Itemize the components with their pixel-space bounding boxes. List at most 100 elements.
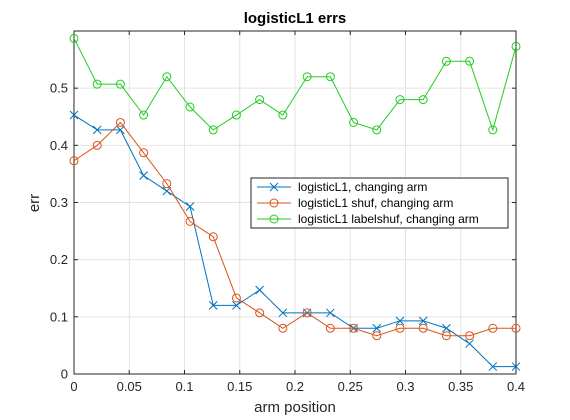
series-3-line — [73, 38, 517, 132]
y-tick-label: 0.3 — [50, 195, 68, 210]
series-2-point — [255, 308, 265, 318]
series-3-point — [465, 56, 475, 66]
series-2-point — [465, 331, 475, 341]
x-tick-label: 0.05 — [117, 379, 142, 394]
series-2-point — [92, 140, 102, 150]
legend-swatch-marker — [269, 182, 279, 192]
series-2-point — [231, 293, 241, 303]
series-1-point-stroke — [511, 362, 521, 371]
series-3-point — [278, 110, 288, 120]
series-3-point — [418, 95, 428, 105]
series-layer — [69, 33, 521, 371]
series-3-point — [208, 125, 218, 135]
series-1-point-stroke — [185, 202, 195, 211]
series-1-point-stroke — [442, 323, 451, 333]
series-3-point — [349, 117, 359, 127]
series-1-point-stroke — [255, 285, 264, 295]
legend-box — [250, 177, 509, 229]
series-2-point — [511, 323, 521, 333]
series-1-point — [116, 125, 125, 135]
series-3-point — [325, 72, 335, 82]
series-1-point-stroke — [208, 301, 218, 310]
series-2-point — [139, 148, 149, 158]
series-2-point — [115, 117, 125, 127]
x-tick-label: 0.4 — [507, 379, 525, 394]
axis-ticks: 0 0.05 0.1 0.15 0.2 0.25 0.3 0.35 0.4 0 0.1 0.2 0.3 0… — [50, 31, 525, 394]
series-3-point — [488, 125, 498, 135]
series-1-point-stroke — [326, 308, 335, 318]
x-tick-label: 0.35 — [448, 379, 473, 394]
series-1-point — [92, 125, 102, 135]
series-1-point-stroke — [395, 316, 405, 326]
series-2-point — [488, 323, 498, 333]
legend-swatch-marker — [269, 198, 279, 208]
legend-label: logisticL1 shuf, changing arm — [298, 196, 453, 210]
series-3-point — [372, 125, 382, 135]
series-2-point — [349, 323, 359, 333]
series-2-point — [325, 323, 335, 333]
series-1-point — [232, 301, 241, 310]
series-1-point-stroke — [232, 301, 241, 310]
y-tick-label: 0 — [61, 367, 68, 382]
y-tick-label: 0.4 — [50, 138, 68, 153]
y-tick-label: 0.2 — [50, 252, 68, 267]
x-tick-label: 0.25 — [338, 379, 363, 394]
series-3-point — [302, 72, 312, 82]
x-tick-label: 0 — [70, 379, 77, 394]
series-1-point — [372, 323, 382, 333]
series-1-point — [278, 308, 288, 318]
series-3-point — [162, 72, 172, 82]
series-1-point-stroke — [278, 308, 288, 318]
x-tick-label: 0.15 — [227, 379, 252, 394]
series-2-point — [185, 216, 195, 226]
series-3-point — [441, 56, 451, 66]
series-1-point — [326, 308, 335, 318]
series-3-point — [92, 79, 102, 89]
series-3-point — [231, 110, 241, 120]
legend-label: logisticL1 labelshuf, changing arm — [298, 212, 479, 226]
series-1-point-stroke — [465, 339, 474, 349]
x-tick-label: 0.1 — [175, 379, 193, 394]
series-2-point — [441, 331, 451, 341]
y-tick-label: 0.5 — [50, 81, 68, 96]
series-3-point — [69, 33, 79, 43]
series-1-point — [255, 285, 264, 295]
series-1-point-stroke — [488, 362, 498, 371]
x-tick-label: 0.3 — [396, 379, 414, 394]
series-1-point — [69, 110, 79, 120]
series-1-point-stroke — [372, 323, 382, 333]
series-2-point — [302, 308, 312, 318]
series-2-point — [208, 232, 218, 242]
series-1-point — [511, 362, 521, 371]
legend-swatch-marker-stroke — [269, 182, 279, 192]
series-1-point — [442, 323, 451, 333]
series-1 — [69, 110, 521, 371]
series-1-point-stroke — [92, 125, 102, 135]
series-2-point — [278, 323, 288, 333]
series-3 — [69, 33, 521, 135]
series-2-point — [69, 156, 79, 166]
series-3-point — [115, 79, 125, 89]
y-tick-label: 0.1 — [50, 309, 68, 324]
series-1-point-stroke — [116, 125, 125, 135]
series-1-point — [208, 301, 218, 310]
x-tick-label: 0.2 — [286, 379, 304, 394]
chart-title: logisticL1 errs — [244, 10, 347, 27]
series-1-point — [488, 362, 498, 371]
series-1-point — [465, 339, 474, 349]
x-axis-label: arm position — [254, 399, 336, 416]
series-1-point — [418, 316, 428, 326]
series-1-point-stroke — [69, 110, 79, 120]
series-3-point — [139, 110, 149, 120]
series-1-point — [395, 316, 405, 326]
series-2-point — [395, 323, 405, 333]
legend: logisticL1, changing arm logisticL1 shuf,… — [250, 177, 509, 229]
legend-label: logisticL1, changing arm — [298, 180, 427, 194]
series-1-point — [185, 202, 195, 211]
series-1-point — [139, 171, 148, 180]
series-1-point-stroke — [139, 171, 148, 180]
series-2 — [69, 117, 521, 341]
legend-swatch-marker — [269, 214, 279, 224]
